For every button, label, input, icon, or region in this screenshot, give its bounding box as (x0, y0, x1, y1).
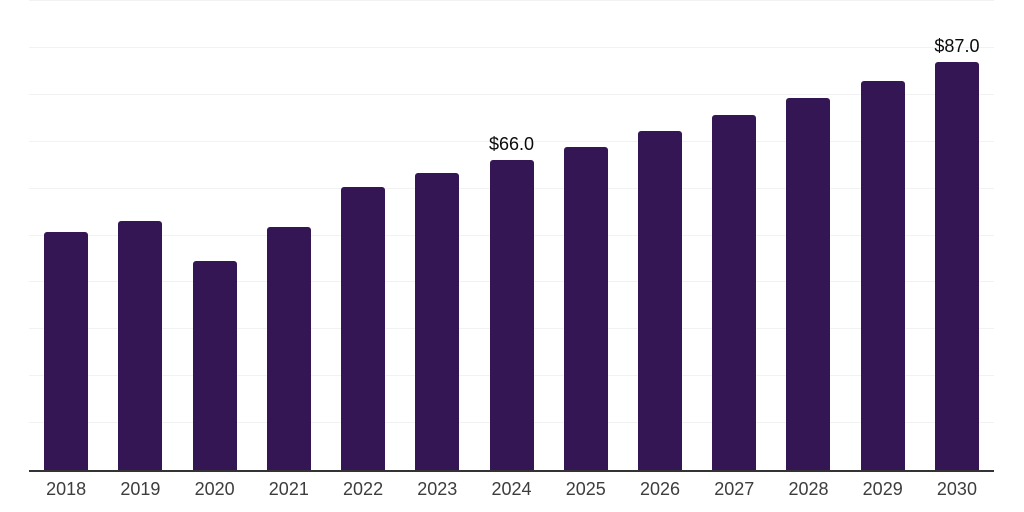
bar-2019 (118, 220, 163, 470)
gridline-90 (29, 46, 994, 48)
gridline-70 (29, 140, 994, 142)
bar-2026 (637, 130, 682, 470)
bar-2022 (341, 187, 386, 470)
bar-2029 (860, 81, 905, 470)
bar-slot-2028 (771, 1, 845, 470)
bar-value-label-2024: $66.0 (489, 134, 535, 155)
x-axis-line (29, 470, 994, 472)
bar-value-label-2030: $87.0 (934, 35, 980, 56)
bar-slot-2019 (103, 1, 177, 470)
plot-area: $66.0 $87.0 (29, 0, 994, 472)
bar-2024 (489, 160, 534, 470)
gridline-80 (29, 93, 994, 95)
bars: $66.0 $87.0 (29, 1, 994, 470)
bar-slot-2027 (697, 1, 771, 470)
bar-2027 (712, 114, 757, 470)
x-tick-label-2022: 2022 (343, 479, 384, 499)
bar-2018 (44, 232, 89, 470)
bar-slot-2020 (177, 1, 251, 470)
bar-2028 (786, 98, 831, 470)
bar-slot-2018 (29, 1, 103, 470)
bar-slot-2026 (623, 1, 697, 470)
x-tick-label-2026: 2026 (639, 479, 681, 499)
bar-2025 (563, 146, 608, 470)
x-tick-label-2020: 2020 (194, 479, 235, 499)
x-tick-label-2030: 2030 (936, 479, 977, 499)
gridline-100 (29, 0, 994, 1)
bar-slot-2023 (400, 1, 474, 470)
bar-slot-2022 (326, 1, 400, 470)
x-tick-label-2019: 2019 (120, 479, 161, 499)
bar-slot-2021 (252, 1, 326, 470)
x-tick-label-2028: 2028 (788, 479, 829, 499)
bar-2020 (192, 260, 237, 470)
bar-slot-2025 (549, 1, 623, 470)
x-tick-label-2023: 2023 (417, 479, 458, 499)
x-tick-label-2021: 2021 (268, 479, 309, 499)
x-tick-label-2027: 2027 (714, 479, 755, 499)
x-tick-label-2025: 2025 (565, 479, 606, 499)
x-tick-label-2029: 2029 (862, 479, 903, 499)
x-axis-labels: 2018 2019 2020 2021 2022 2023 2024 2025 2026 2027… (29, 480, 994, 498)
bar-slot-2030: $87.0 (920, 1, 994, 470)
bar-2023 (415, 173, 460, 470)
bar-slot-2029 (846, 1, 920, 470)
x-tick-label-2024: 2024 (491, 479, 532, 499)
bar-2030 (934, 61, 979, 470)
bar-slot-2024: $66.0 (474, 1, 548, 470)
x-tick-label-2018: 2018 (46, 479, 87, 499)
bar-2021 (266, 227, 311, 470)
